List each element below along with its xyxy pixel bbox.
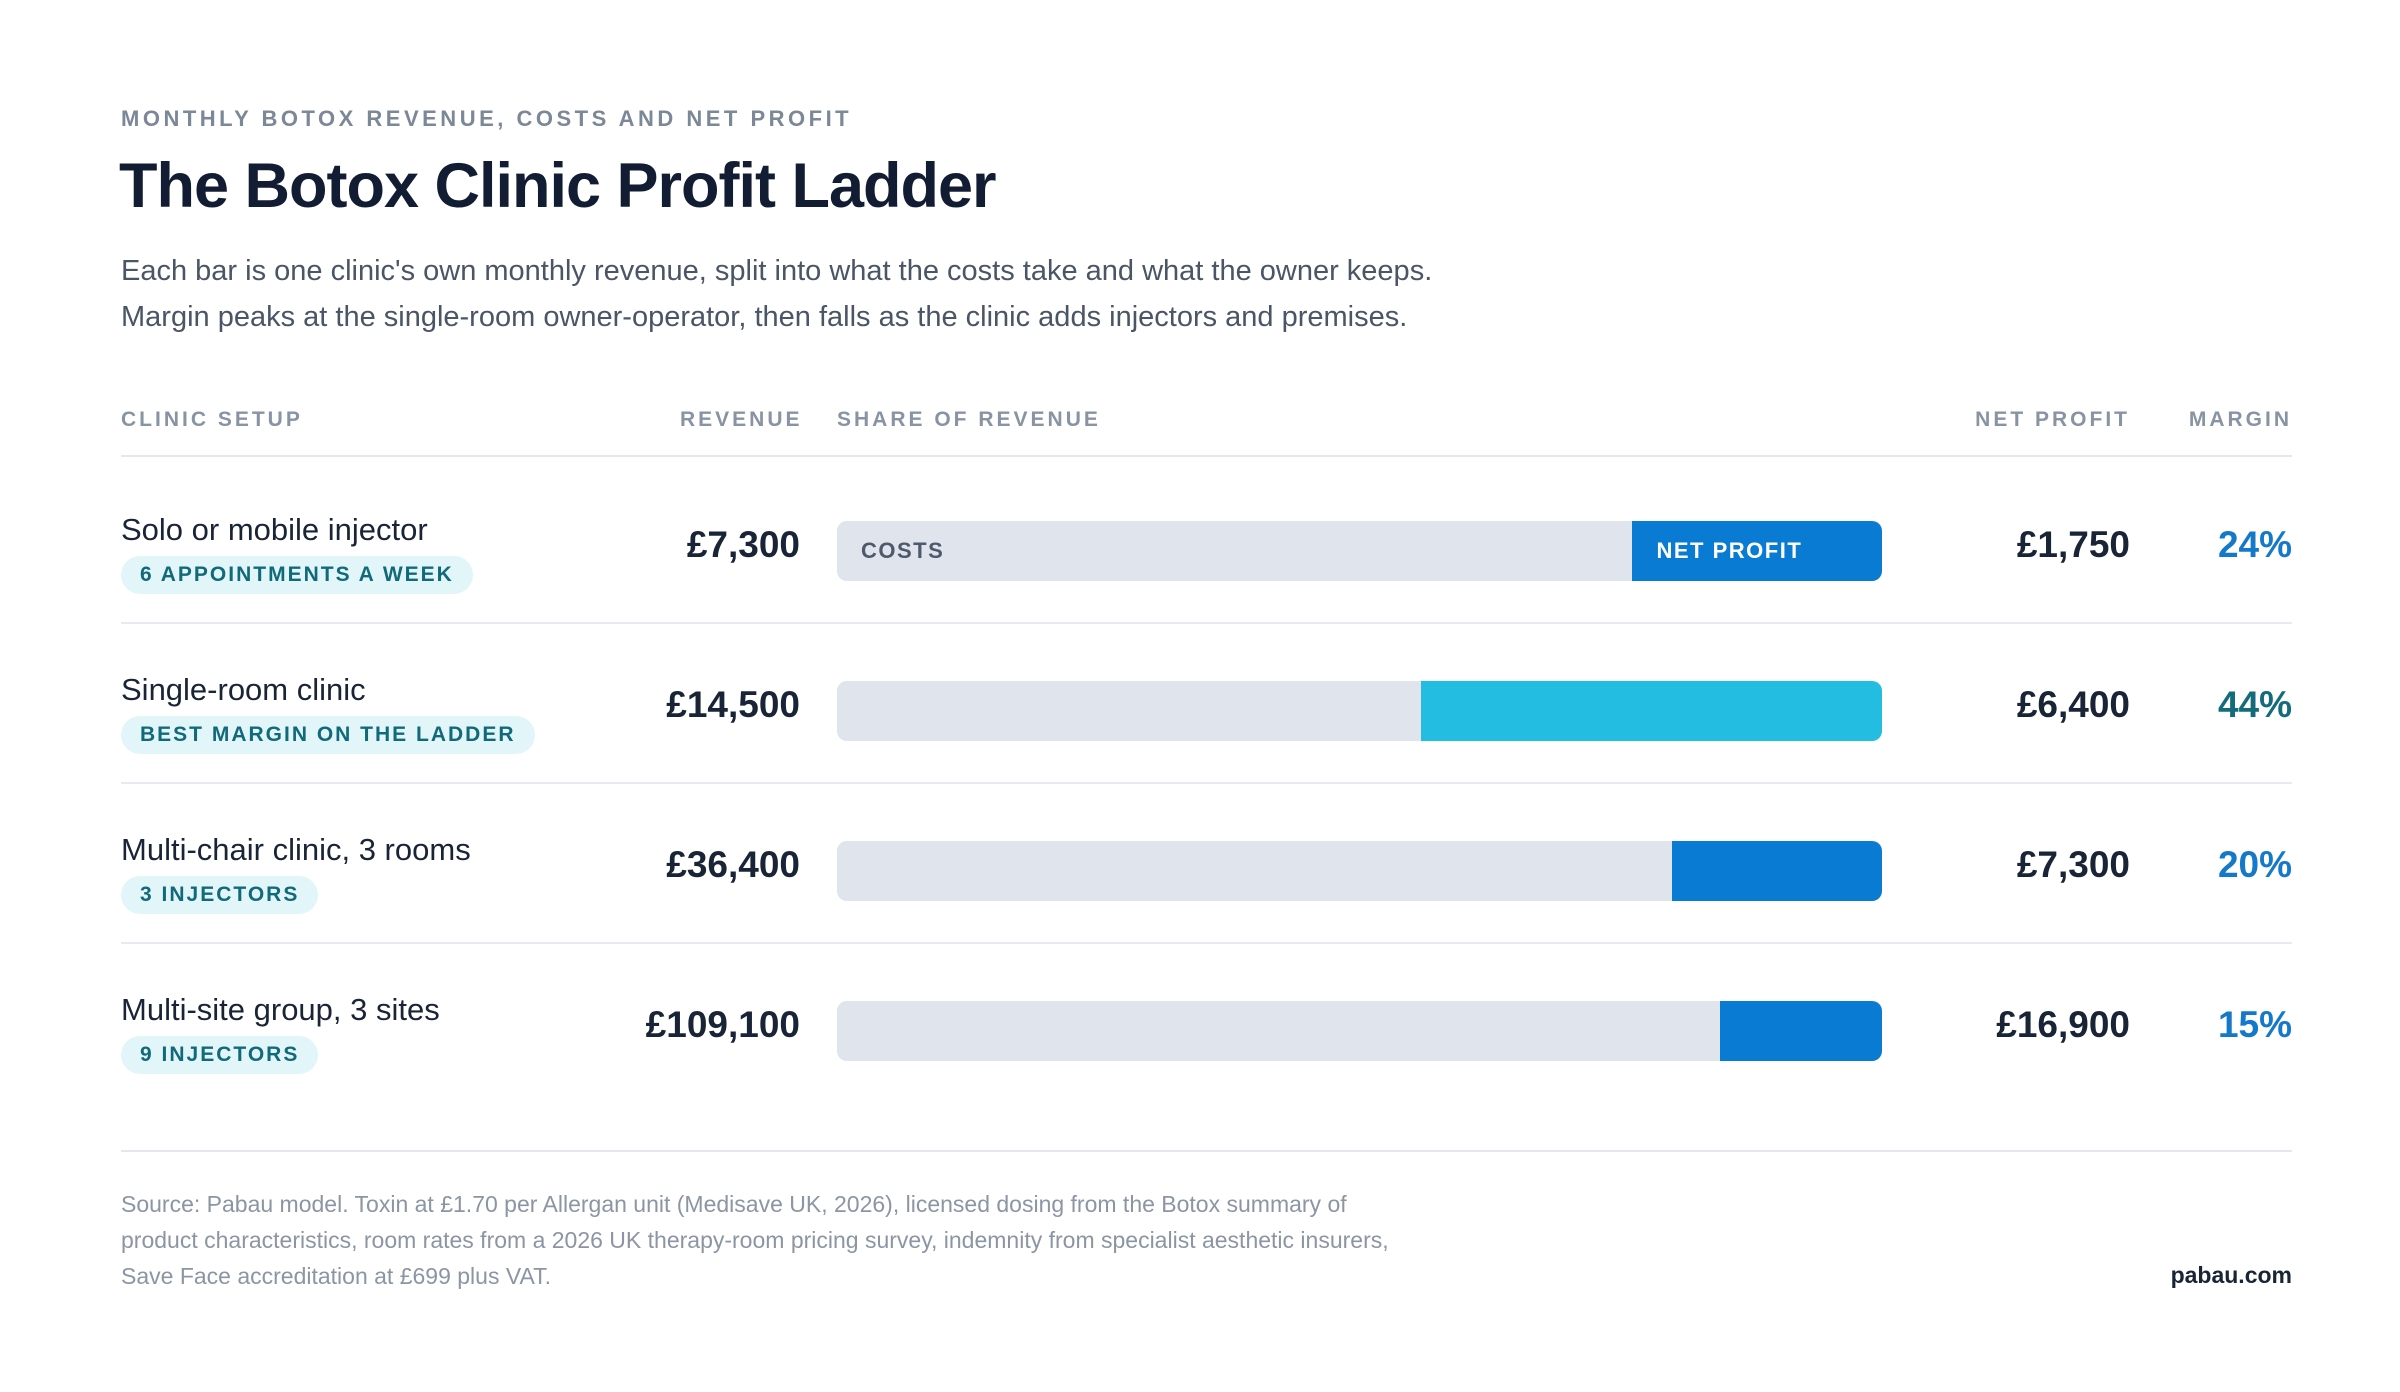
column-header-share: SHARE OF REVENUE [837, 408, 1101, 431]
source-line-1: Source: Pabau model. Toxin at £1.70 per … [121, 1191, 1347, 1217]
bar-net-profit-segment [1672, 841, 1882, 901]
net-profit-value: £1,750 [2016, 524, 2130, 565]
clinic-setup-badge: BEST MARGIN ON THE LADDER [121, 716, 535, 754]
source-line-2: product characteristics, room rates from… [121, 1227, 1389, 1253]
net-profit-value: £6,400 [2016, 684, 2130, 725]
bar-net-profit-segment: NET PROFIT [1631, 521, 1882, 581]
source-line-3: Save Face accreditation at £699 plus VAT… [121, 1263, 552, 1289]
share-bar [837, 681, 1882, 741]
eyebrow: MONTHLY BOTOX REVENUE, COSTS AND NET PRO… [121, 106, 853, 131]
bar-costs-segment [837, 681, 1421, 741]
row-divider [121, 782, 2292, 784]
margin-value: 15% [2217, 1004, 2292, 1045]
clinic-setup-badge: 3 INJECTORS [121, 876, 319, 914]
revenue-value: £36,400 [666, 844, 800, 885]
row-divider [121, 622, 2292, 624]
margin-value: 44% [2217, 684, 2292, 725]
net-profit-value: £16,900 [1996, 1004, 2130, 1045]
bar-costs-segment: COSTS [837, 521, 1632, 581]
revenue-value: £7,300 [686, 524, 800, 565]
revenue-value: £109,100 [645, 1004, 800, 1045]
column-header-net-profit: NET PROFIT [1975, 408, 2130, 431]
row-divider [121, 942, 2292, 944]
column-header-revenue: REVENUE [680, 408, 803, 431]
column-header-margin: MARGIN [2188, 408, 2292, 431]
bar-costs-label: COSTS [861, 538, 945, 563]
column-header-setup: CLINIC SETUP [121, 408, 303, 431]
brand-link[interactable]: pabau.com [2170, 1262, 2292, 1288]
margin-value: 20% [2217, 844, 2292, 885]
source-note: Source: Pabau model. Toxin at £1.70 per … [121, 1186, 1521, 1294]
chart-subtitle: Each bar is one clinic's own monthly rev… [121, 248, 1621, 340]
table-row: Multi-site group, 3 sites 9 INJECTORS £109… [0, 944, 2400, 1104]
clinic-setup-name: Single-room clinic [121, 672, 366, 707]
table-row: Single-room clinic BEST MARGIN ON THE LAD… [0, 624, 2400, 784]
share-bar: COSTS NET PROFIT [837, 521, 1882, 581]
subtitle-line-2: Margin peaks at the single-room owner-op… [121, 301, 1408, 333]
clinic-setup-badge: 6 APPOINTMENTS A WEEK [121, 556, 473, 594]
bar-net-profit-segment [1420, 681, 1882, 741]
bar-costs-segment [837, 841, 1673, 901]
share-bar [837, 841, 1882, 901]
chart-title: The Botox Clinic Profit Ladder [119, 151, 997, 221]
net-profit-value: £7,300 [2016, 844, 2130, 885]
footer-divider [121, 1150, 2292, 1152]
margin-value: 24% [2217, 524, 2292, 565]
bar-net-profit-label: NET PROFIT [1656, 538, 1803, 563]
clinic-setup-badge: 9 INJECTORS [121, 1036, 319, 1074]
table-row: Multi-chair clinic, 3 rooms 3 INJECTORS £3… [0, 784, 2400, 944]
header-divider [121, 455, 2292, 457]
clinic-setup-name: Multi-chair clinic, 3 rooms [121, 832, 471, 867]
bar-costs-segment [837, 1001, 1721, 1061]
bar-net-profit-segment [1720, 1001, 1882, 1061]
clinic-setup-name: Multi-site group, 3 sites [121, 992, 440, 1027]
revenue-value: £14,500 [666, 684, 800, 725]
clinic-setup-name: Solo or mobile injector [121, 512, 428, 547]
table-row: Solo or mobile injector 6 APPOINTMENTS A … [0, 464, 2400, 624]
subtitle-line-1: Each bar is one clinic's own monthly rev… [121, 255, 1433, 287]
share-bar [837, 1001, 1882, 1061]
